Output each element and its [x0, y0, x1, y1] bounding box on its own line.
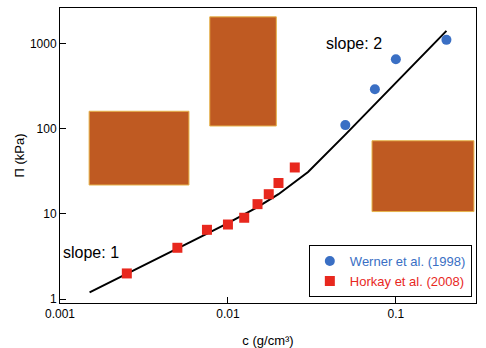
svg-text:0.1: 0.1: [388, 307, 405, 321]
svg-text:0.001: 0.001: [45, 307, 75, 321]
svg-text:10: 10: [43, 207, 57, 221]
svg-text:Π (kPa): Π (kPa): [12, 133, 27, 177]
svg-text:Horkay et al. (2008): Horkay et al. (2008): [350, 274, 464, 289]
svg-text:slope: 2: slope: 2: [326, 35, 382, 52]
svg-text:Werner et al. (1998): Werner et al. (1998): [350, 254, 465, 269]
svg-text:1000: 1000: [30, 37, 57, 51]
svg-text:1: 1: [50, 292, 57, 306]
svg-text:0.01: 0.01: [216, 307, 240, 321]
svg-text:slope: 1: slope: 1: [63, 244, 119, 261]
svg-text:c (g/cm³): c (g/cm³): [242, 333, 293, 348]
svg-text:100: 100: [37, 122, 57, 136]
